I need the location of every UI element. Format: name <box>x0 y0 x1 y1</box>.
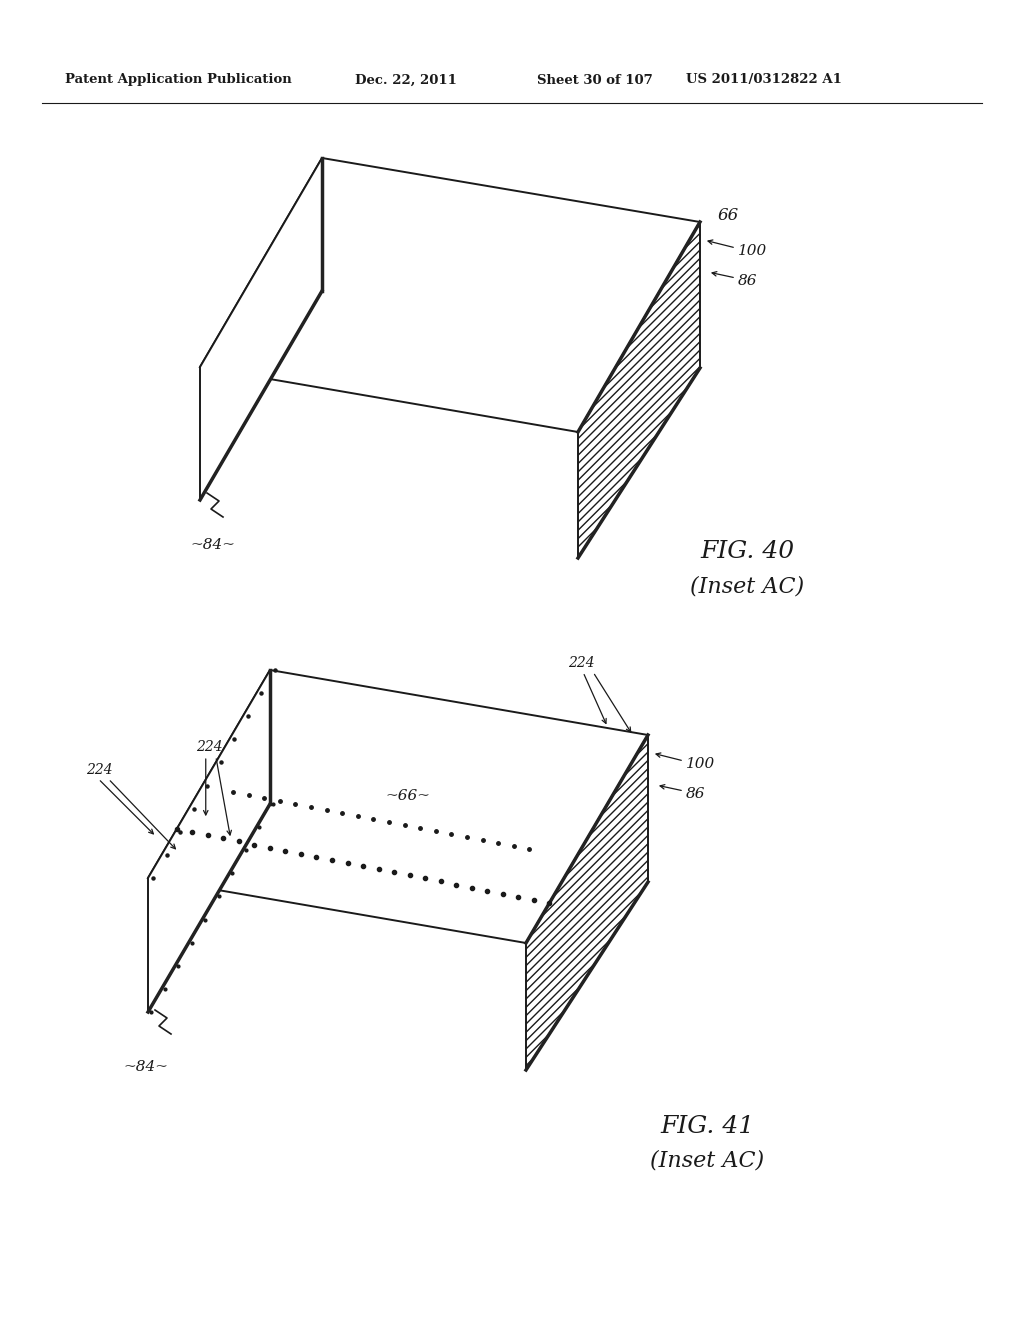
Text: Patent Application Publication: Patent Application Publication <box>65 74 292 87</box>
Text: 86: 86 <box>686 787 706 801</box>
Polygon shape <box>200 158 322 500</box>
Text: 66: 66 <box>718 207 739 224</box>
Polygon shape <box>200 158 700 432</box>
Text: FIG. 40: FIG. 40 <box>700 540 795 564</box>
Text: ~66~: ~66~ <box>385 789 430 804</box>
Text: 224: 224 <box>86 763 113 776</box>
Text: 86: 86 <box>738 275 758 288</box>
Text: 224: 224 <box>568 656 595 671</box>
Polygon shape <box>148 671 270 1012</box>
Text: 224: 224 <box>196 741 222 754</box>
Polygon shape <box>148 671 648 942</box>
Text: Sheet 30 of 107: Sheet 30 of 107 <box>537 74 652 87</box>
Text: 100: 100 <box>738 244 767 257</box>
Text: (Inset AC): (Inset AC) <box>690 576 804 597</box>
Text: US 2011/0312822 A1: US 2011/0312822 A1 <box>686 74 842 87</box>
Text: ~84~: ~84~ <box>123 1060 168 1074</box>
Polygon shape <box>578 222 700 558</box>
Text: 100: 100 <box>686 756 715 771</box>
Polygon shape <box>526 735 648 1071</box>
Text: Dec. 22, 2011: Dec. 22, 2011 <box>355 74 457 87</box>
Text: FIG. 41: FIG. 41 <box>660 1115 754 1138</box>
Text: (Inset AC): (Inset AC) <box>650 1150 764 1172</box>
Text: ~84~: ~84~ <box>190 539 234 552</box>
